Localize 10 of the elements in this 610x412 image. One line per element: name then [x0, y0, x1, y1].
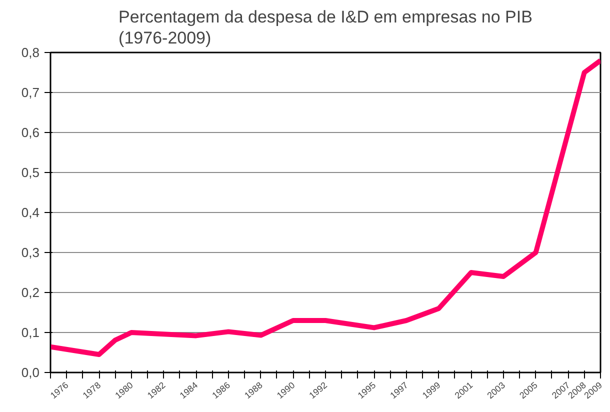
y-tick-label: 0,3 [21, 245, 40, 260]
y-tick-label: 0,1 [21, 325, 40, 340]
y-tick-label: 0,7 [21, 85, 40, 100]
y-tick-label: 0,6 [21, 125, 40, 140]
y-tick-label: 0,0 [21, 365, 40, 380]
y-tick-label: 0,4 [21, 205, 40, 220]
y-tick-label: 0,8 [21, 45, 40, 60]
chart-title: Percentagem da despesa de I&D em empresas no PIB (1976-2009) [118, 8, 532, 48]
y-tick-label: 0,2 [21, 285, 40, 300]
y-tick-label: 0,5 [21, 165, 40, 180]
